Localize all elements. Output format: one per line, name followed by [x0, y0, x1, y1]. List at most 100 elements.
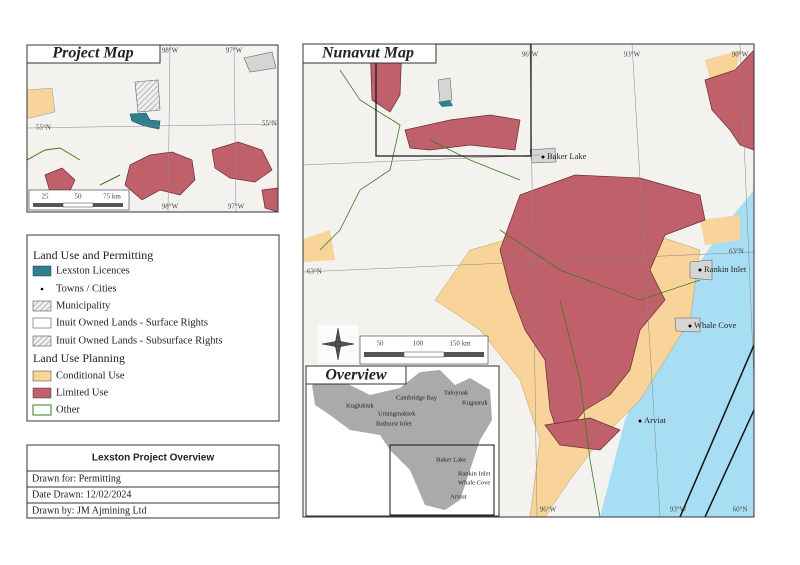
graticule — [27, 45, 278, 212]
place-label: Arviat — [644, 415, 666, 425]
legend-swatch — [32, 404, 52, 416]
legend-swatch — [32, 370, 52, 382]
conditional-use-area — [27, 87, 56, 119]
grid-label: 55°N — [36, 124, 51, 132]
grid-label: 97°W — [226, 47, 243, 55]
licence-area — [438, 100, 453, 107]
place-label: Whale Cove — [458, 479, 490, 486]
legend-swatch — [40, 287, 44, 291]
scale-label: 25 — [42, 193, 50, 201]
place-label: Bathurst Inlet — [376, 420, 412, 427]
legend-label: Other — [56, 404, 80, 415]
town-marker — [688, 324, 692, 328]
boundary-line — [679, 344, 754, 517]
grid-label: 98°W — [162, 203, 179, 211]
legend-swatch — [32, 300, 52, 312]
place-label: Baker Lake — [547, 151, 587, 161]
municipality-area — [437, 77, 453, 103]
grid-label: 96°W — [540, 506, 557, 514]
legend-label: Towns / Cities — [56, 283, 117, 294]
legend-box — [26, 234, 280, 422]
scale-bar — [33, 203, 63, 207]
legend-label: Conditional Use — [56, 370, 125, 381]
legend-label: Inuit Owned Lands - Surface Rights — [56, 317, 208, 328]
legend-section: Land Use Planning — [33, 351, 125, 365]
limited-use-area — [124, 151, 196, 201]
grid-label: 96°W — [522, 51, 539, 59]
project-map-frame — [27, 45, 278, 212]
municipality-area — [529, 147, 713, 333]
legend-label: Lexston Licences — [56, 265, 130, 276]
title-box — [305, 365, 407, 385]
grid-label: 63°N — [729, 248, 744, 256]
overview-title: Overview — [325, 367, 387, 384]
place-label: Kugluktuk — [346, 402, 375, 409]
title-block-title: Lexston Project Overview — [92, 453, 214, 464]
limited-use-area — [404, 114, 521, 151]
town-marker — [698, 268, 702, 272]
title-block — [26, 444, 280, 519]
title-box — [26, 44, 161, 64]
legend-swatch — [32, 265, 52, 277]
limited-use-area — [44, 167, 76, 196]
place-label: Cambridge Bay — [396, 394, 438, 401]
scale-label: 75 km — [103, 193, 121, 201]
title-block-row: Drawn for: Permitting — [32, 473, 121, 484]
grid-label: 90°W — [732, 51, 749, 59]
overview-land — [312, 370, 492, 510]
place-label: Arviat — [450, 493, 467, 500]
municipality-area — [243, 51, 277, 73]
legend-label: Inuit Owned Lands - Subsurface Rights — [56, 335, 223, 346]
place-label: Whale Cove — [694, 320, 736, 330]
legend-swatch — [32, 387, 52, 399]
place-label: Baker Lake — [436, 456, 466, 463]
town-marker — [541, 155, 545, 159]
scale-label: 50 — [75, 193, 83, 201]
limited-use-area — [211, 141, 273, 183]
scale-bar — [93, 203, 123, 207]
legend-label: Limited Use — [56, 387, 109, 398]
grid-label: 98°W — [162, 47, 179, 55]
grid-label: 93°W — [624, 51, 641, 59]
grid-label: 60°N — [733, 506, 748, 514]
scale-bar — [62, 202, 94, 208]
compass — [321, 327, 355, 361]
grid-label: 63°N — [307, 268, 322, 276]
nunavut-map-border — [302, 43, 755, 518]
project-extent — [375, 44, 532, 157]
municipality-area — [134, 79, 161, 113]
town-marker — [638, 419, 642, 423]
scale-label: 50 — [377, 340, 385, 348]
project-map-title: Project Map — [51, 45, 133, 62]
limited-use-area — [544, 417, 621, 451]
limited-use-area — [499, 174, 706, 441]
title-block-row: Drawn by: JM Ajmining Ltd — [32, 505, 146, 516]
other-boundary — [319, 69, 701, 517]
grid-label: 93°W — [670, 506, 687, 514]
grid-label: 55°N — [262, 120, 277, 128]
legend-swatch — [32, 317, 52, 329]
scale-label: 100 — [413, 340, 424, 348]
place-label: Kugaaruk — [462, 399, 488, 406]
place-label: Umingmaktok — [378, 410, 416, 417]
place-label: Rankin Inlet — [458, 470, 491, 477]
grid-label: 97°W — [228, 203, 245, 211]
scale-bar — [364, 352, 404, 357]
scale-label: 150 km — [449, 340, 471, 348]
place-label: Rankin Inlet — [704, 264, 747, 274]
limited-use-area — [261, 187, 278, 212]
graticule — [303, 44, 754, 517]
legend-title: Land Use and Permitting — [33, 248, 153, 262]
title-block-row: Date Drawn: 12/02/2024 — [32, 489, 131, 500]
title-box — [302, 43, 437, 64]
licence-area — [129, 112, 161, 130]
limited-use-area — [704, 49, 754, 151]
legend-label: Municipality — [56, 300, 111, 311]
overview-extent — [389, 444, 495, 516]
scale-bar — [444, 352, 484, 357]
place-label: Taloyoak — [444, 389, 469, 396]
scale-box — [359, 335, 489, 365]
other-boundary — [27, 147, 121, 186]
